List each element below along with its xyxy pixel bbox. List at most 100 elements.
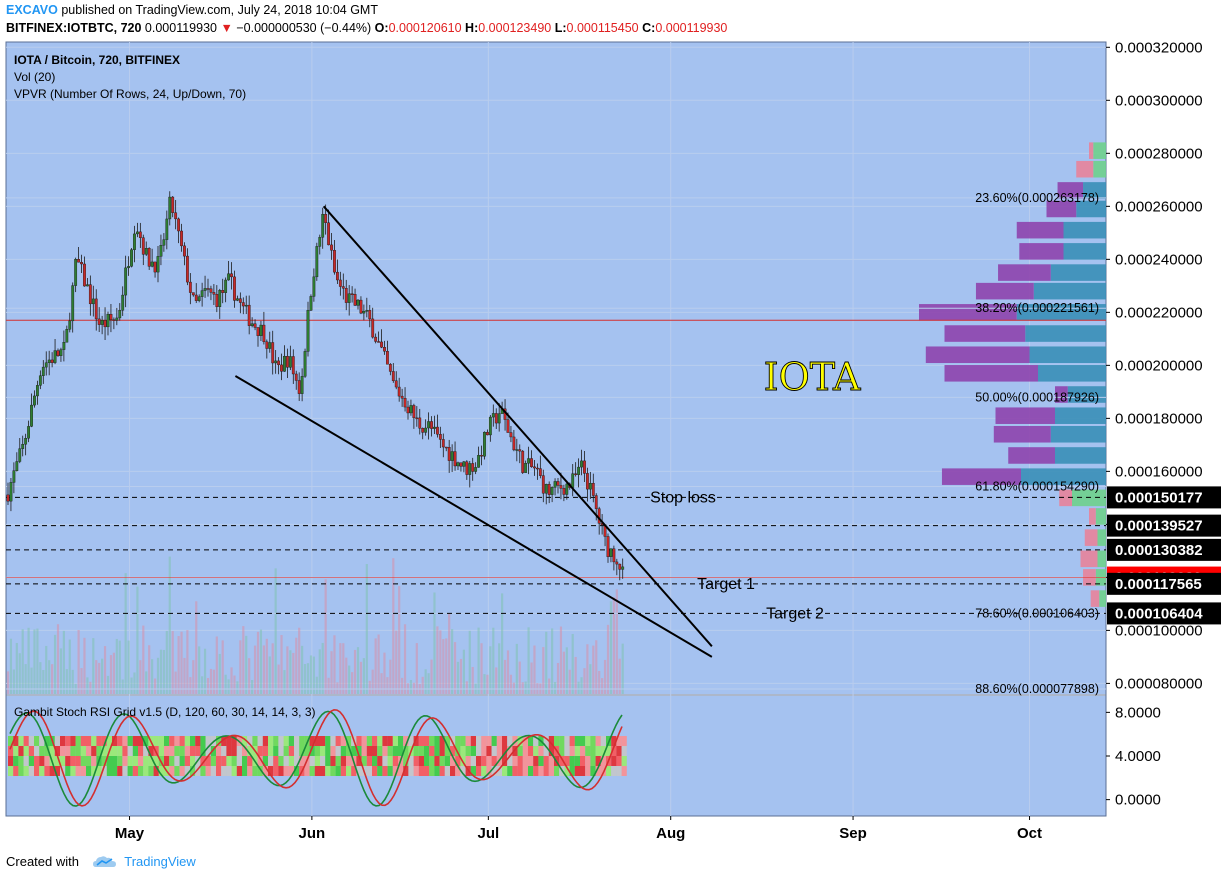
stoch-grid-cell bbox=[210, 746, 216, 756]
stoch-grid-cell bbox=[413, 766, 419, 776]
wedge-trendline[interactable] bbox=[234, 375, 713, 658]
stoch-grid-cell bbox=[361, 736, 367, 746]
volume-bar bbox=[159, 649, 163, 694]
candle-body bbox=[215, 294, 219, 307]
stoch-grid-cell bbox=[205, 756, 211, 766]
volume-bar bbox=[168, 556, 171, 694]
candle-body bbox=[391, 371, 395, 381]
volume-bar bbox=[71, 669, 74, 694]
candle-body bbox=[136, 231, 139, 235]
stoch-grid-cell bbox=[533, 746, 539, 756]
candle-body bbox=[271, 342, 275, 364]
candle-body bbox=[203, 288, 207, 291]
stoch-grid-cell bbox=[143, 746, 149, 756]
vpvr-up-bar bbox=[1055, 447, 1106, 464]
price-badge bbox=[1107, 486, 1221, 509]
stoch-grid-cell bbox=[465, 756, 471, 766]
volume-bar bbox=[309, 655, 313, 694]
stoch-grid-cell bbox=[205, 746, 211, 756]
stoch-grid-cell bbox=[600, 756, 606, 766]
stoch-grid-cell bbox=[590, 736, 596, 746]
volume-bar bbox=[165, 630, 168, 694]
wedge-trendline[interactable] bbox=[322, 205, 713, 647]
candle-body bbox=[400, 395, 404, 399]
stoch-grid-cell bbox=[330, 766, 336, 776]
candle-body bbox=[224, 279, 228, 293]
stoch-grid-cell bbox=[247, 766, 253, 776]
vpvr-down-bar bbox=[993, 425, 1051, 443]
vpvr-up-bar bbox=[1095, 508, 1106, 525]
stoch-grid-cell bbox=[424, 756, 430, 766]
stoch-grid-cell bbox=[174, 746, 180, 756]
volume-bar bbox=[153, 678, 157, 694]
candle-body bbox=[256, 327, 260, 336]
candle-body bbox=[9, 482, 13, 502]
stoch-grid-cell bbox=[460, 746, 466, 756]
stoch-grid-cell bbox=[18, 766, 24, 776]
stoch-grid-cell bbox=[101, 766, 107, 776]
stoch-grid-cell bbox=[273, 756, 279, 766]
stoch-grid-cell bbox=[491, 756, 497, 766]
volume-bar bbox=[586, 644, 589, 694]
price-axis-label: 0.000280000 bbox=[1115, 145, 1203, 162]
stoch-grid-cell bbox=[184, 746, 190, 756]
stoch-grid-cell bbox=[502, 736, 508, 746]
candle-body bbox=[515, 449, 519, 451]
volume-bar bbox=[65, 669, 68, 694]
price-pane-background[interactable] bbox=[6, 42, 1106, 694]
stoch-grid-cell bbox=[465, 746, 471, 756]
time-axis-label: May bbox=[115, 825, 145, 842]
stoch-grid-cell bbox=[273, 746, 279, 756]
candle-body bbox=[462, 461, 466, 467]
publisher-name[interactable]: EXCAVO bbox=[6, 3, 58, 17]
candle-body bbox=[38, 375, 42, 386]
vpvr-up-bar bbox=[1076, 200, 1106, 218]
volume-bar bbox=[577, 681, 580, 694]
volume-bar bbox=[151, 659, 154, 694]
candle-body bbox=[130, 249, 133, 267]
candle-body bbox=[491, 413, 495, 418]
stoch-grid-cell bbox=[80, 736, 86, 746]
stoch-grid-cell bbox=[559, 736, 565, 746]
stoch-grid-cell bbox=[268, 766, 274, 776]
volume-bar bbox=[524, 681, 527, 694]
stoch-grid-cell bbox=[122, 766, 128, 776]
stoch-grid-cell bbox=[288, 756, 294, 766]
volume-bar bbox=[353, 649, 357, 694]
price-axis-label: 0.000160000 bbox=[1115, 463, 1203, 480]
fib-label: 38.20%(0.000221561) bbox=[975, 301, 1099, 315]
candle-body bbox=[418, 417, 422, 429]
stoch-grid-cell bbox=[621, 766, 627, 776]
volume-bar bbox=[580, 677, 583, 694]
volume-bar bbox=[468, 630, 471, 694]
stoch-grid-cell bbox=[392, 736, 398, 746]
volume-bar bbox=[333, 635, 336, 694]
candle-body bbox=[497, 413, 501, 424]
stoch-grid-cell bbox=[569, 756, 575, 766]
stoch-grid-cell bbox=[153, 756, 159, 766]
stoch-grid-cell bbox=[283, 766, 289, 776]
vpvr-up-bar bbox=[1050, 425, 1106, 443]
stoch-grid-cell bbox=[351, 766, 357, 776]
volume-bar bbox=[548, 678, 551, 694]
stoch-grid-cell bbox=[548, 766, 554, 776]
price-axis-label: 0.000100000 bbox=[1115, 622, 1203, 639]
stoch-grid-cell bbox=[335, 746, 341, 756]
stoch-grid-cell bbox=[132, 756, 138, 766]
stoch-grid-cell bbox=[44, 736, 50, 746]
volume-bar bbox=[559, 626, 563, 694]
stoch-grid-cell bbox=[460, 736, 466, 746]
tradingview-link[interactable]: TradingView bbox=[124, 854, 196, 869]
stoch-grid-cell bbox=[398, 736, 404, 746]
volume-bar bbox=[95, 660, 98, 694]
stoch-grid-cell bbox=[28, 766, 34, 776]
volume-bar bbox=[403, 624, 407, 694]
stoch-grid-cell bbox=[28, 756, 34, 766]
candle-body bbox=[433, 426, 436, 429]
stoch-grid-cell bbox=[346, 736, 352, 746]
candle-body bbox=[83, 263, 86, 287]
volume-bar bbox=[486, 674, 489, 694]
stoch-grid-cell bbox=[325, 756, 331, 766]
